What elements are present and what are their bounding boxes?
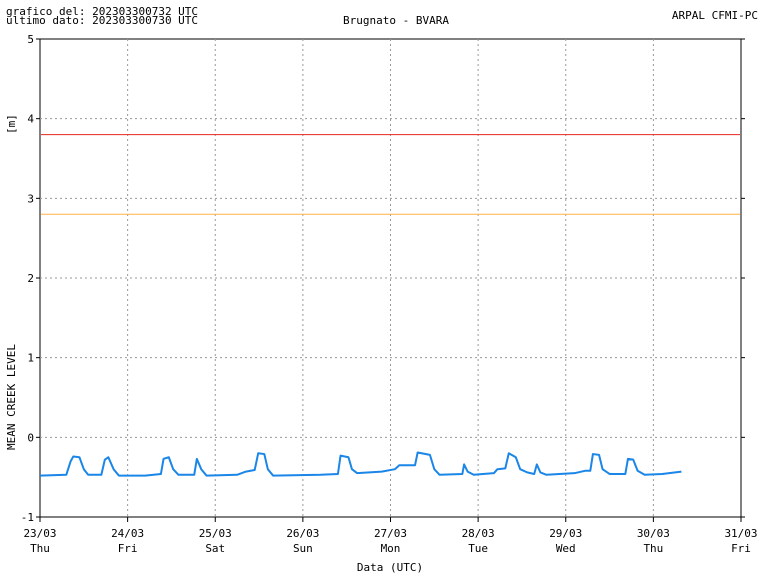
x-tick-day: Thu xyxy=(643,542,663,555)
x-tick-label: 26/03 xyxy=(286,527,319,540)
x-tick-day: Fri xyxy=(731,542,751,555)
x-tick-day: Mon xyxy=(381,542,401,555)
x-tick-label: 25/03 xyxy=(199,527,232,540)
header-line: ultimo dato: 202303300730 UTC xyxy=(6,14,198,27)
y-axis-unit: [m] xyxy=(5,114,18,134)
x-tick-day: Fri xyxy=(118,542,138,555)
x-tick-label: 24/03 xyxy=(111,527,144,540)
y-tick-label: 0 xyxy=(27,431,34,444)
header-right: ARPAL CFMI-PC xyxy=(672,9,758,22)
x-tick-label: 29/03 xyxy=(549,527,582,540)
y-tick-label: 2 xyxy=(27,272,34,285)
y-axis-label: MEAN CREEK LEVEL xyxy=(5,344,18,450)
x-tick-label: 31/03 xyxy=(724,527,757,540)
data-line xyxy=(39,451,682,477)
x-tick-day: Tue xyxy=(468,542,488,555)
header-line: grafico del: 202303300732 UTC xyxy=(6,5,198,18)
x-tick-day: Sat xyxy=(205,542,225,555)
y-tick-label: -1 xyxy=(21,511,34,524)
x-tick-label: 23/03 xyxy=(23,527,56,540)
x-tick-day: Sun xyxy=(293,542,313,555)
x-axis-label: Data (UTC) xyxy=(357,561,423,574)
y-tick-label: 4 xyxy=(27,113,34,126)
y-tick-label: 3 xyxy=(27,192,34,205)
x-tick-label: 27/03 xyxy=(374,527,407,540)
x-tick-day: Wed xyxy=(556,542,576,555)
y-tick-label: 5 xyxy=(27,33,34,46)
chart-title: Brugnato - BVARA xyxy=(343,14,449,27)
y-tick-label: 1 xyxy=(27,352,34,365)
x-tick-day: Thu xyxy=(30,542,50,555)
x-tick-label: 30/03 xyxy=(637,527,670,540)
x-tick-label: 28/03 xyxy=(462,527,495,540)
